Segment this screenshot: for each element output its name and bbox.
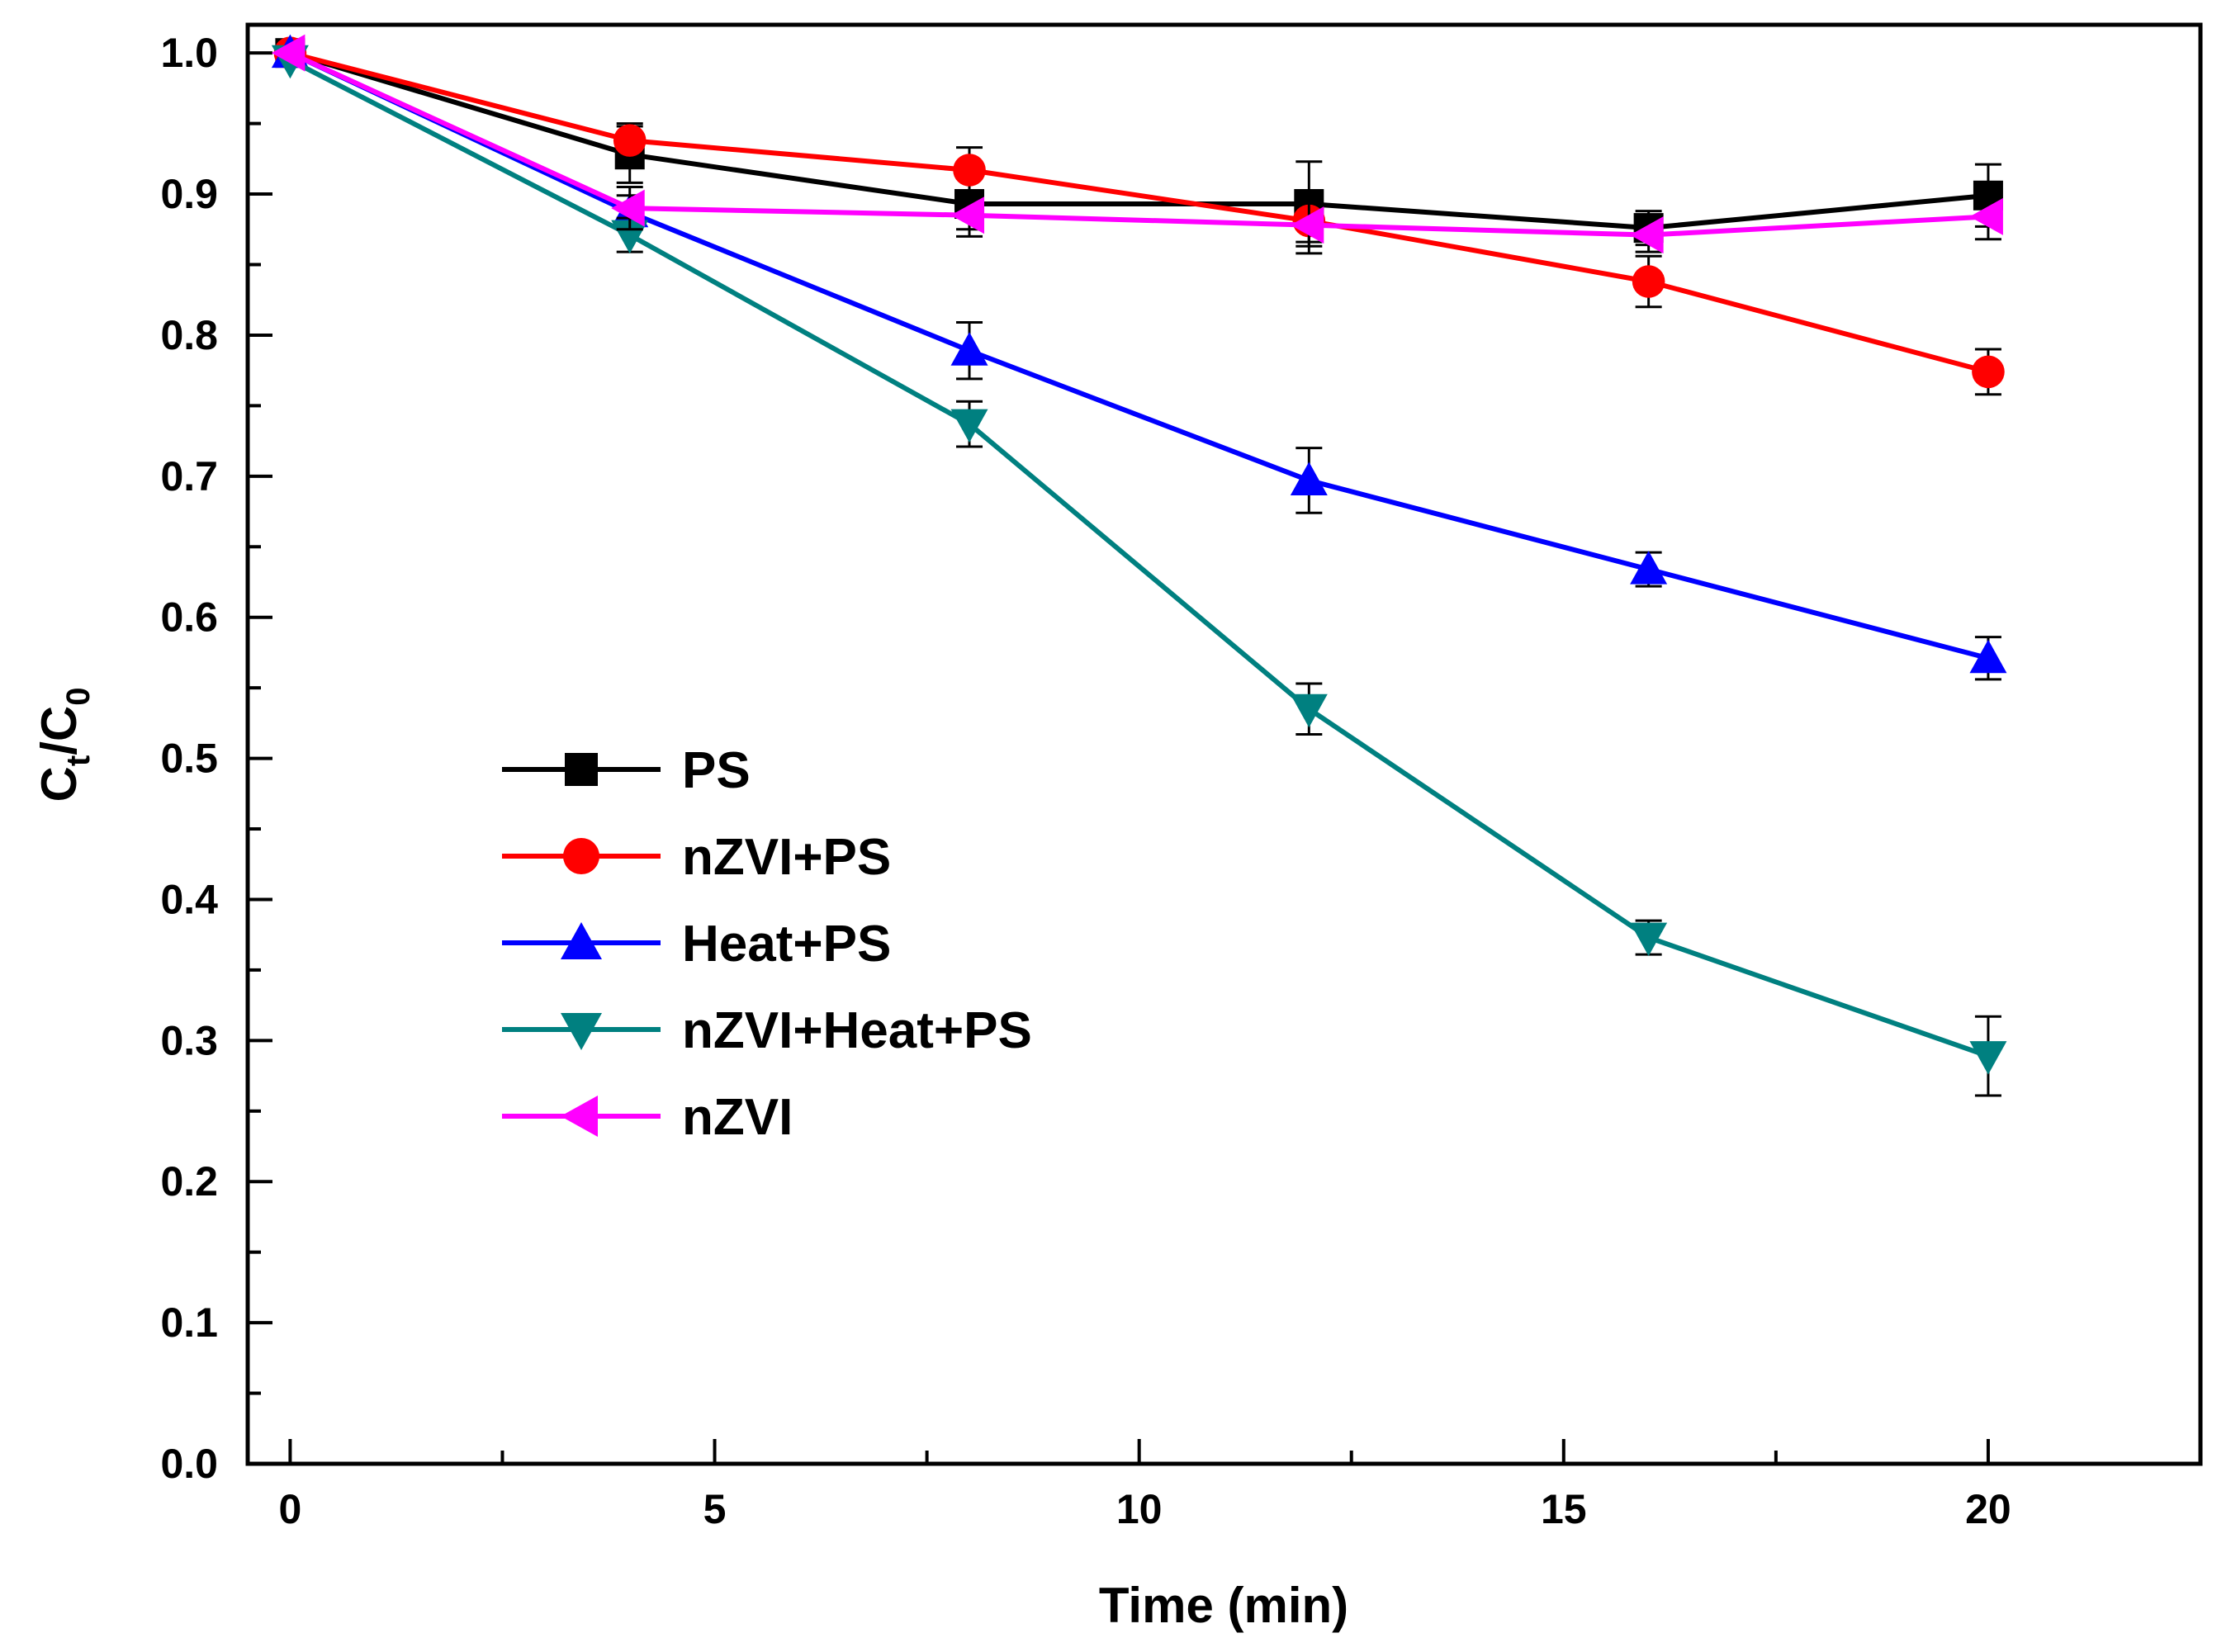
legend-marker [561,922,602,959]
y-axis-title-sub1: t [60,755,97,766]
x-tick-label: 15 [1541,1486,1587,1532]
series-4 [271,34,2003,255]
data-point [1630,551,1668,585]
y-tick-label: 0.7 [160,453,218,499]
legend-marker [565,753,598,786]
y-axis-title: Ct/C0 [31,688,97,802]
y-tick-label: 0.8 [160,312,218,358]
series-2 [271,34,2007,681]
legend-item-1: nZVI+PS [502,829,891,886]
data-point [950,332,988,366]
x-tick-label: 5 [703,1486,727,1532]
y-tick-label: 0.2 [160,1158,218,1205]
data-point [1290,462,1328,495]
legend-item-4: nZVI [502,1089,793,1146]
series-line [289,50,1989,238]
plot-frame [245,22,2203,1466]
series-line [289,50,1989,375]
series-layer [271,34,2007,1097]
y-tick-label: 0.0 [160,1441,218,1487]
y-tick-label: 0.9 [160,171,218,217]
data-point [1290,206,1324,244]
data-point [1969,197,2003,235]
legend-marker [561,1096,598,1137]
y-axis: 0.0 0.1 0.2 0.3 0.4 0.5 0.6 0.7 0.8 0.9 1.0 [160,30,272,1487]
series-line [289,50,1989,661]
x-tick-label: 0 [279,1486,302,1532]
legend-item-2: Heat+PS [502,916,891,973]
data-point [953,154,986,187]
y-tick-label: 0.3 [160,1017,218,1063]
x-axis: 0 5 10 15 20 [279,1439,2011,1532]
y-tick-label: 0.1 [160,1299,218,1346]
data-point [1290,693,1328,728]
y-tick-label: 0.4 [160,876,218,922]
legend-marker [563,838,599,874]
data-point [1969,639,2007,674]
x-tick-label: 20 [1965,1486,2011,1532]
legend: PS nZVI+PS Heat+PS nZVI+Heat+PS nZVI [502,742,1032,1146]
legend-item-0: PS [502,742,751,799]
series-line [289,50,1989,231]
y-tick-label: 0.6 [160,594,218,641]
series-line [289,58,1989,1058]
data-point [271,34,306,72]
data-point [1630,216,1664,254]
data-point [1632,265,1665,298]
legend-label: Heat+PS [682,916,891,973]
legend-label: nZVI+Heat+PS [682,1002,1032,1059]
data-point [1972,355,2005,389]
data-point [1969,1041,2007,1075]
data-point [611,189,645,227]
y-axis-title-slash: / [31,741,87,755]
series-1 [273,36,2005,396]
y-tick-label: 0.5 [160,736,218,782]
data-point [1630,922,1668,957]
legend-marker [561,1013,602,1050]
x-tick-label: 10 [1116,1486,1163,1532]
legend-label: nZVI [682,1089,793,1146]
data-point [950,196,985,234]
y-axis-title-base2: C [31,706,87,741]
legend-item-3: nZVI+Heat+PS [502,1002,1032,1059]
x-axis-title: Time (min) [1099,1578,1348,1633]
legend-label: PS [682,742,751,799]
data-point [613,124,647,157]
y-tick-label: 1.0 [160,30,218,76]
series-0 [275,38,2003,248]
data-point [950,409,988,443]
y-axis-title-sub2: 0 [60,688,97,706]
y-axis-title-base1: C [31,766,87,802]
legend-label: nZVI+PS [682,829,891,886]
